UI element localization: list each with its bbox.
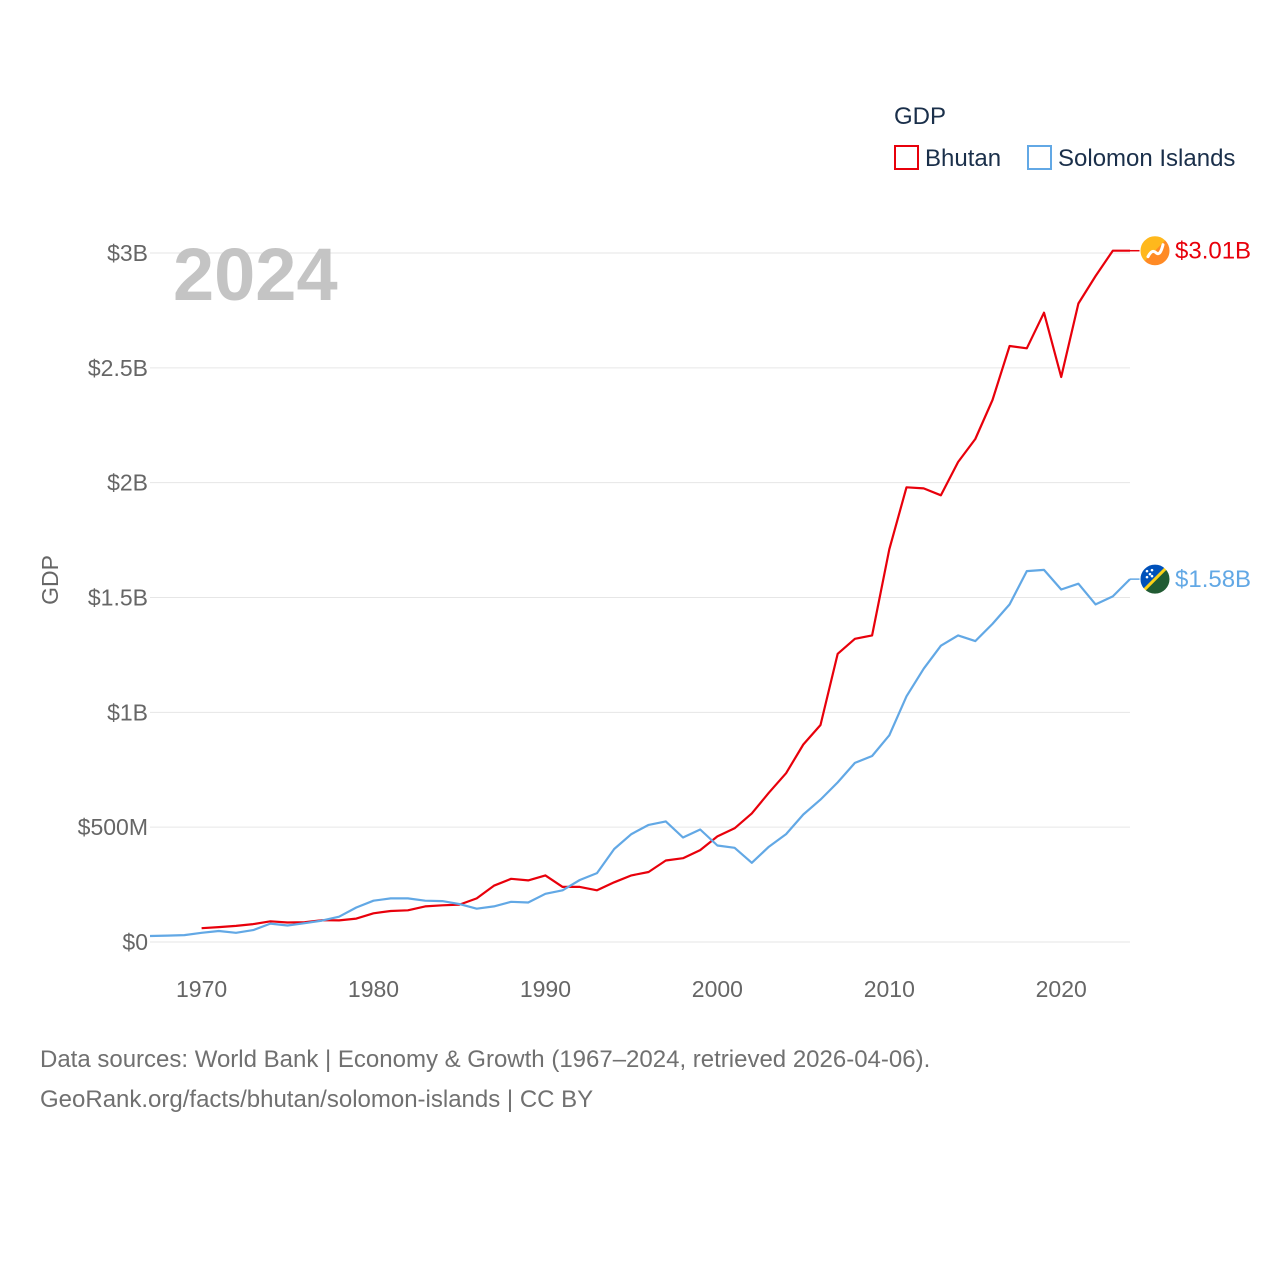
y-tick-label: $2B	[107, 470, 148, 496]
y-tick-label: $1.5B	[88, 585, 148, 611]
x-tick-label: 2000	[692, 976, 743, 1002]
bhutan-flag-icon	[1139, 235, 1171, 267]
grid-layer	[150, 252, 1130, 943]
x-axis-ticks: 1970 1980 1990 2000 2010 2020	[176, 976, 1087, 1002]
x-tick-label: 1980	[348, 976, 399, 1002]
x-tick-label: 2010	[864, 976, 915, 1002]
solomon-islands-flag-icon	[1139, 563, 1171, 595]
legend: GDP Bhutan Solomon Islands	[894, 103, 1235, 172]
series-layer	[149, 249, 1131, 938]
y-tick-label: $2.5B	[88, 355, 148, 381]
x-tick-label: 2020	[1036, 976, 1087, 1002]
legend-swatch-solomon-islands	[1027, 145, 1052, 170]
series-line-bhutan	[201, 249, 1130, 930]
y-axis-label: GDP	[37, 555, 63, 605]
series-end-labels: $3.01B $1.58B	[1130, 235, 1251, 595]
series-line-solomon-islands	[149, 568, 1131, 938]
y-tick-label: $500M	[78, 814, 148, 840]
y-axis-ticks: $0 $500M $1B $1.5B $2B $2.5B $3B	[78, 240, 148, 955]
y-tick-label: $0	[122, 929, 148, 955]
x-tick-label: 1970	[176, 976, 227, 1002]
legend-swatch-bhutan	[894, 145, 919, 170]
legend-title: GDP	[894, 103, 946, 130]
y-tick-label: $1B	[107, 699, 148, 725]
legend-label-bhutan: Bhutan	[925, 145, 1001, 172]
y-tick-label: $3B	[107, 240, 148, 266]
footer-link[interactable]: GeoRank.org/facts/bhutan/solomon-islands…	[40, 1086, 594, 1113]
x-tick-label: 1990	[520, 976, 571, 1002]
footer-sources: Data sources: World Bank | Economy & Gro…	[40, 1046, 931, 1073]
footer: Data sources: World Bank | Economy & Gro…	[40, 1040, 930, 1120]
legend-label-solomon-islands: Solomon Islands	[1058, 145, 1235, 172]
end-value-label-bhutan: $3.01B	[1175, 238, 1251, 265]
year-label: 2024	[173, 233, 338, 316]
legend-item-solomon-islands[interactable]: Solomon Islands	[1027, 145, 1235, 172]
legend-item-bhutan[interactable]: Bhutan	[894, 145, 1001, 172]
end-value-label-solomon-islands: $1.58B	[1175, 566, 1251, 593]
